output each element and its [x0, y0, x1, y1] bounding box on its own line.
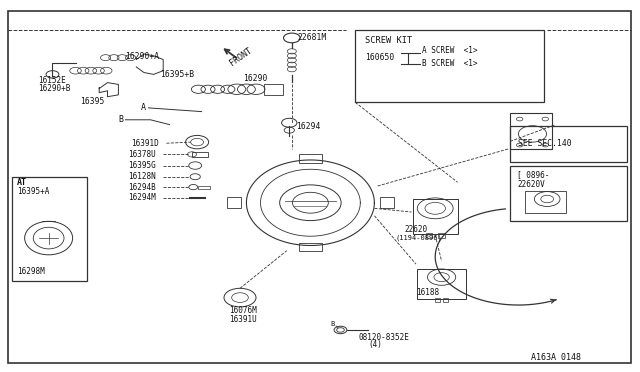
Text: 16391D: 16391D — [131, 139, 159, 148]
Text: 16290+A: 16290+A — [125, 52, 159, 61]
Text: 08120-8352E: 08120-8352E — [358, 333, 409, 342]
Text: SEE SEC.140: SEE SEC.140 — [518, 139, 572, 148]
Bar — [510, 113, 552, 149]
Bar — [264, 84, 283, 95]
Text: B: B — [331, 321, 335, 327]
Text: [ 0896-: [ 0896- — [517, 170, 550, 179]
Text: 16395G: 16395G — [128, 161, 156, 170]
Bar — [417, 269, 466, 299]
Bar — [355, 30, 544, 102]
Text: A: A — [141, 103, 146, 112]
Text: FRONT: FRONT — [228, 46, 253, 67]
Text: A163A 0148: A163A 0148 — [531, 353, 581, 362]
Text: 16391U: 16391U — [229, 315, 257, 324]
Text: 16395+A: 16395+A — [17, 187, 50, 196]
Bar — [435, 298, 440, 302]
Text: 16298M: 16298M — [17, 267, 45, 276]
Text: 16378U: 16378U — [128, 150, 156, 159]
Bar — [426, 233, 432, 238]
Text: 16290: 16290 — [243, 74, 268, 83]
Bar — [510, 166, 627, 221]
Bar — [413, 199, 458, 234]
Text: 22620V: 22620V — [517, 180, 545, 189]
Text: 16294: 16294 — [296, 122, 321, 131]
Bar — [380, 197, 394, 208]
Text: (1194-0896): (1194-0896) — [396, 234, 442, 241]
Text: B: B — [118, 115, 124, 124]
Text: 16188: 16188 — [416, 288, 439, 296]
Text: 16152E: 16152E — [38, 76, 66, 85]
Bar — [227, 197, 241, 208]
Text: 16290+B: 16290+B — [38, 84, 71, 93]
Text: A SCREW  <1>: A SCREW <1> — [422, 46, 478, 55]
Text: B SCREW  <1>: B SCREW <1> — [422, 60, 478, 68]
Bar — [438, 233, 445, 238]
Text: 16395: 16395 — [80, 97, 104, 106]
Bar — [299, 243, 322, 251]
Bar — [198, 186, 210, 189]
Text: (4): (4) — [368, 340, 382, 349]
Text: 16128N: 16128N — [128, 172, 156, 181]
Bar — [192, 152, 208, 157]
Text: AT: AT — [17, 178, 28, 187]
Text: 16294M: 16294M — [128, 193, 156, 202]
Text: SCREW KIT: SCREW KIT — [365, 36, 412, 45]
Text: 160650: 160650 — [365, 53, 394, 62]
Text: 16076M: 16076M — [229, 306, 257, 315]
Text: 22620: 22620 — [404, 225, 428, 234]
Text: 16395+B: 16395+B — [160, 70, 194, 79]
Bar — [12, 177, 87, 281]
Text: 16294B: 16294B — [128, 183, 156, 192]
Text: 22681M: 22681M — [297, 33, 326, 42]
Bar — [510, 126, 627, 162]
Bar — [525, 191, 566, 213]
Bar — [443, 298, 448, 302]
Bar — [299, 154, 322, 163]
